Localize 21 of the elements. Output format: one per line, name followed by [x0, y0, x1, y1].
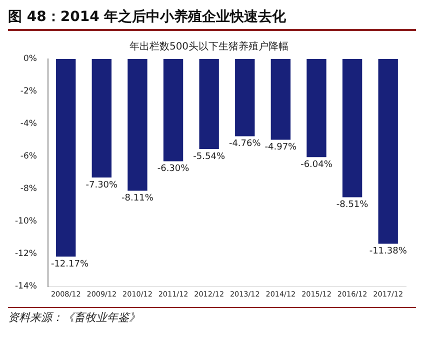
data-label: -8.51%: [336, 200, 369, 210]
data-label: -6.04%: [300, 160, 333, 170]
y-tick-label: 0%: [23, 54, 37, 64]
data-label: -4.76%: [228, 139, 262, 150]
y-tick-label: -2%: [20, 86, 37, 97]
chart-subtitle: 年出栏数500头以下生猪养殖户降幅: [129, 40, 289, 53]
data-label: -7.30%: [86, 180, 118, 190]
text: 资料来源：《畜牧业年鉴》: [8, 311, 140, 324]
data-label: -12.17%: [50, 259, 89, 270]
chart-title: 图 48：2014 年之后中小养殖企业快速去化: [8, 8, 416, 31]
data-label: -11.38%: [369, 246, 408, 257]
data-label: -5.54%: [193, 152, 226, 162]
data-label: -6.30%: [157, 164, 190, 174]
data-label: -8.11%: [122, 194, 154, 204]
y-tick-label: -10%: [14, 216, 37, 227]
y-tick-label: -14%: [14, 282, 37, 292]
y-tick-label: -8%: [20, 184, 37, 194]
y-tick-label: -4%: [20, 119, 37, 130]
y-tick-label: -6%: [20, 152, 37, 162]
data-label: -4.97%: [264, 142, 298, 153]
y-tick-label: -12%: [14, 249, 37, 260]
